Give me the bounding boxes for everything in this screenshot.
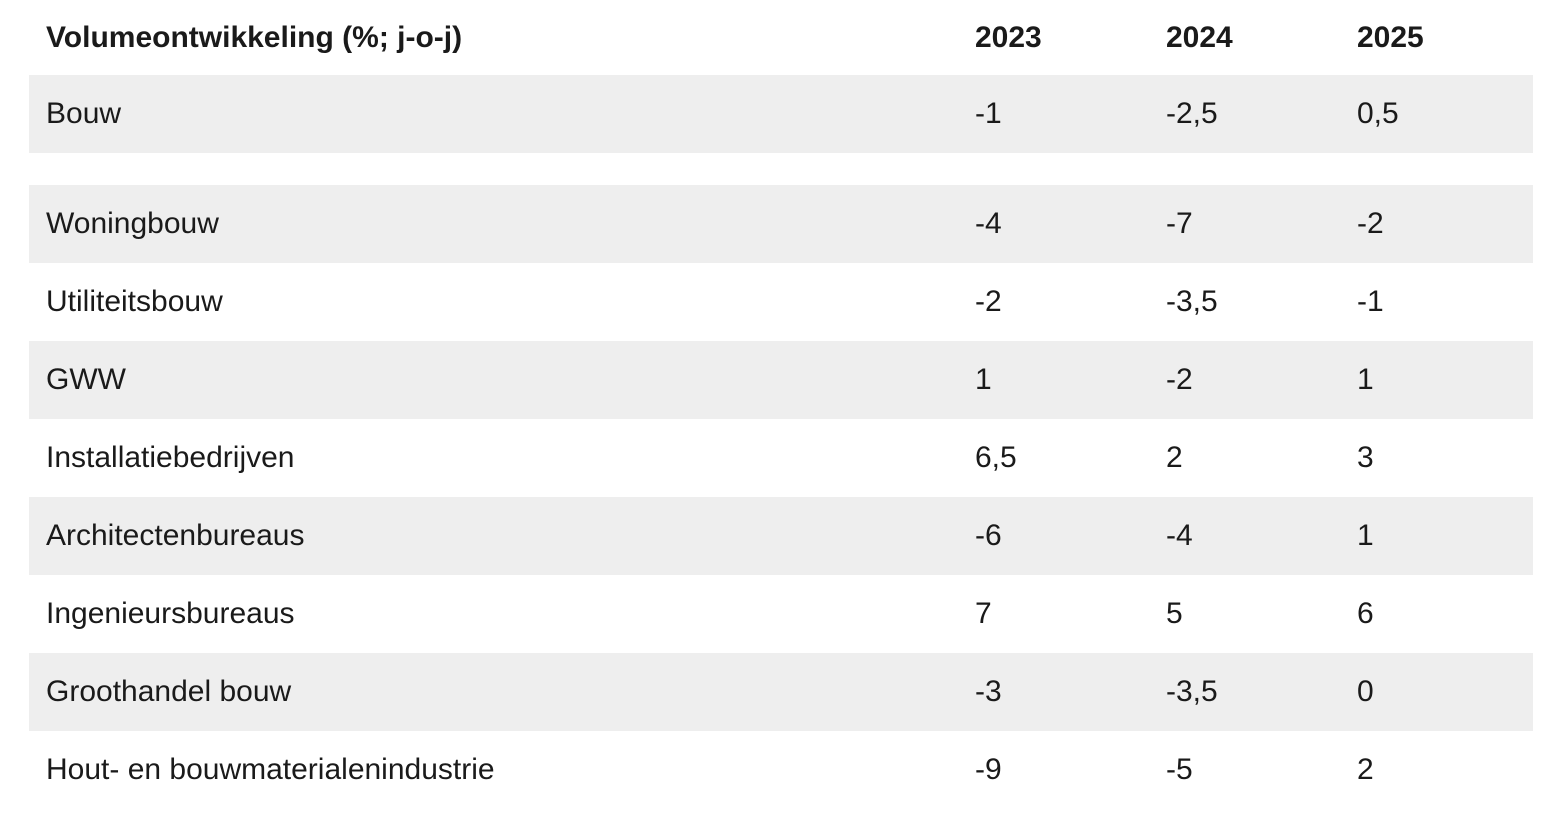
table-row: Bouw -1 -2,5 0,5 xyxy=(29,75,1533,153)
row-label: Installatiebedrijven xyxy=(46,441,295,474)
value-2025: 1 xyxy=(1357,519,1374,552)
table-row: Groothandel bouw -3 -3,5 0 xyxy=(29,653,1533,731)
value-2024: -5 xyxy=(1166,753,1193,786)
table-row: Installatiebedrijven 6,5 2 3 xyxy=(29,419,1533,497)
value-2023: -9 xyxy=(975,753,1002,786)
value-2024: -3,5 xyxy=(1166,285,1218,318)
value-2025: 2 xyxy=(1357,753,1374,786)
value-2023: -2 xyxy=(975,285,1002,318)
value-2025: 0 xyxy=(1357,675,1374,708)
table-row: Woningbouw -4 -7 -2 xyxy=(29,185,1533,263)
table-row: Ingenieursbureaus 7 5 6 xyxy=(29,575,1533,653)
value-2025: 3 xyxy=(1357,441,1374,474)
value-2023: -1 xyxy=(975,97,1002,130)
value-2024: -2 xyxy=(1166,363,1193,396)
table-row: Hout- en bouwmaterialenindustrie -9 -5 2 xyxy=(29,731,1533,809)
value-2025: -2 xyxy=(1357,207,1384,240)
value-2023: -3 xyxy=(975,675,1002,708)
value-2024: 2 xyxy=(1166,441,1183,474)
value-2024: -4 xyxy=(1166,519,1193,552)
header-label: Volumeontwikkeling (%; j-o-j) xyxy=(46,20,463,54)
value-2023: 1 xyxy=(975,363,992,396)
value-2024: -2,5 xyxy=(1166,97,1218,130)
table-row: Utiliteitsbouw -2 -3,5 -1 xyxy=(29,263,1533,341)
header-year-2023: 2023 xyxy=(975,20,1042,54)
value-2024: 5 xyxy=(1166,597,1183,630)
value-2025: 6 xyxy=(1357,597,1374,630)
row-label: Bouw xyxy=(46,97,122,130)
row-label: GWW xyxy=(46,363,126,396)
row-label: Architectenbureaus xyxy=(46,519,305,552)
row-label: Ingenieursbureaus xyxy=(46,597,295,630)
value-2024: -3,5 xyxy=(1166,675,1218,708)
value-2025: -1 xyxy=(1357,285,1384,318)
header-year-2025: 2025 xyxy=(1357,20,1424,54)
table-row: Architectenbureaus -6 -4 1 xyxy=(29,497,1533,575)
table-row: GWW 1 -2 1 xyxy=(29,341,1533,419)
value-2023: 6,5 xyxy=(975,441,1017,474)
table-spacer xyxy=(29,153,1533,185)
value-2025: 0,5 xyxy=(1357,97,1399,130)
row-label: Hout- en bouwmaterialenindustrie xyxy=(46,753,495,786)
value-2023: -4 xyxy=(975,207,1002,240)
header-year-2024: 2024 xyxy=(1166,20,1233,54)
row-label: Woningbouw xyxy=(46,207,219,240)
row-label: Utiliteitsbouw xyxy=(46,285,223,318)
volume-table: Volumeontwikkeling (%; j-o-j) 2023 2024 … xyxy=(29,0,1533,809)
table-header-row: Volumeontwikkeling (%; j-o-j) 2023 2024 … xyxy=(29,0,1533,75)
value-2024: -7 xyxy=(1166,207,1193,240)
value-2023: -6 xyxy=(975,519,1002,552)
row-label: Groothandel bouw xyxy=(46,675,292,708)
value-2025: 1 xyxy=(1357,363,1374,396)
value-2023: 7 xyxy=(975,597,992,630)
